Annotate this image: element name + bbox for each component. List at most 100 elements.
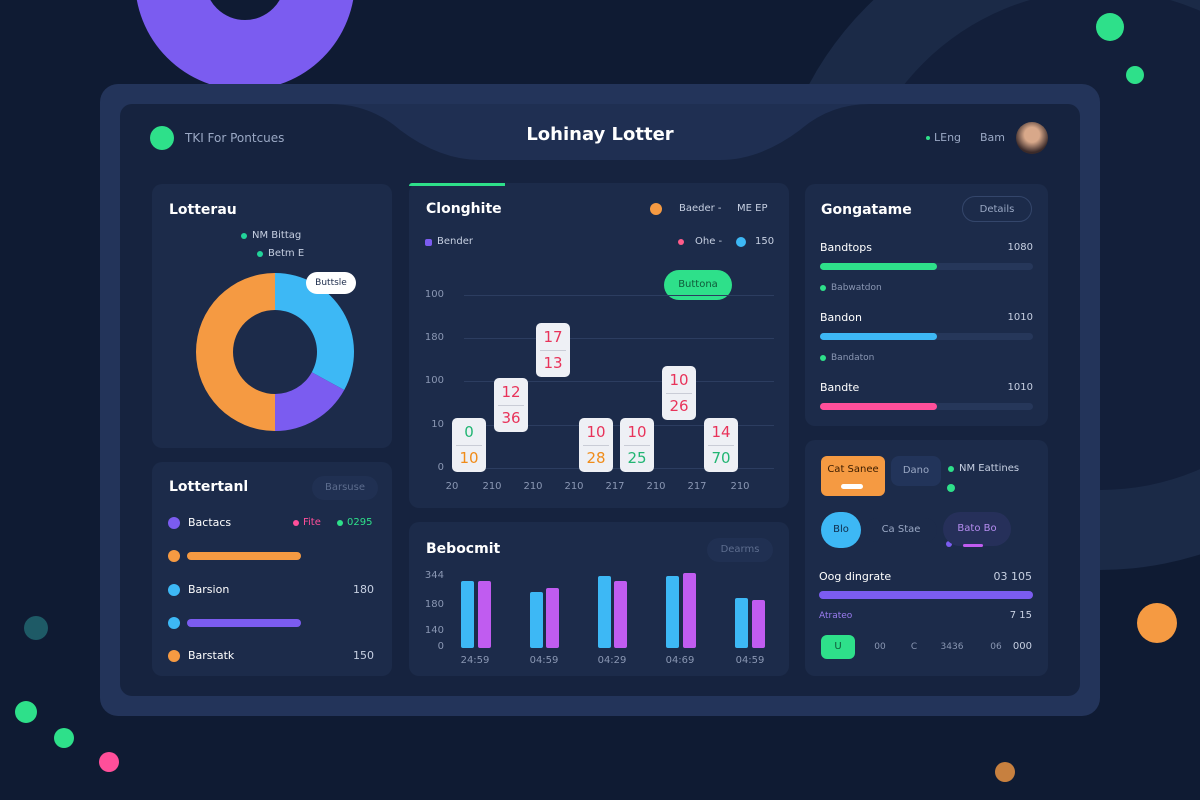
y-label: 180 <box>424 599 444 610</box>
status: NM Eattines <box>959 463 1020 474</box>
series-label: Bender <box>437 236 473 247</box>
row-value: 1010 <box>1007 382 1033 393</box>
language: LEng <box>934 131 962 144</box>
button[interactable]: Dano <box>891 456 941 486</box>
x-label: 04:59 <box>529 655 559 666</box>
button[interactable]: Details <box>962 196 1032 222</box>
y-label: 100 <box>424 289 444 300</box>
card-number: 10 <box>459 449 479 467</box>
app-title: Lohinay Lotter <box>526 124 674 145</box>
card-number: 10 <box>627 423 647 441</box>
dot <box>257 251 263 257</box>
row-value: 1010 <box>1007 312 1033 323</box>
row-note: Babwatdon <box>831 283 882 293</box>
number-card[interactable]: 10 25 <box>620 418 654 472</box>
card-number: 26 <box>669 397 689 415</box>
row-value: 180 <box>353 582 374 596</box>
panel-title: Lotterau <box>169 202 237 218</box>
dot <box>926 136 930 140</box>
cards-panel: Clonghite Baeder - ME EP Bender Ohe -150 Butt… <box>409 183 789 508</box>
pill[interactable]: 06 <box>990 642 1002 652</box>
pill[interactable]: 00 <box>874 642 886 652</box>
button[interactable]: Cat Sanee <box>821 456 885 496</box>
number-card[interactable]: 12 36 <box>494 378 528 432</box>
pill[interactable]: 3436 <box>940 642 964 652</box>
x-label: 217 <box>687 481 707 492</box>
dot <box>948 466 954 472</box>
dot <box>947 484 955 492</box>
bars-panel: Bebocmit Dearms 344 180 140 0 24:59 04:59 04:29 0… <box>409 522 789 676</box>
button[interactable]: Bato Bo <box>943 512 1011 546</box>
card-divider <box>624 445 650 446</box>
button[interactable]: U <box>821 635 855 659</box>
x-label: 210 <box>730 481 750 492</box>
button[interactable]: Barsuse <box>312 476 378 500</box>
chip-bar <box>963 544 983 547</box>
button[interactable]: Ca Stae <box>865 518 937 542</box>
bar <box>734 598 748 648</box>
card-number: 36 <box>501 409 521 427</box>
row-label: Bandte <box>820 381 860 394</box>
progress-fill <box>820 403 938 410</box>
bar <box>460 581 474 648</box>
controls-panel: Cat Sanee Dano NM Eattines Blo Ca Stae Bato B… <box>805 440 1048 676</box>
card-number: 12 <box>501 383 521 401</box>
legend-label: 0295 <box>347 517 373 528</box>
button[interactable]: Dearms <box>707 538 773 562</box>
goal-panel: Gongatame Details Bandtops 1080 Babwatdon Ban… <box>805 184 1048 426</box>
pill[interactable]: C <box>910 642 918 652</box>
card-number: 10 <box>586 423 606 441</box>
progress-fill <box>187 618 302 627</box>
x-label: 210 <box>482 481 502 492</box>
grid-line <box>464 425 774 426</box>
card-divider <box>540 350 566 351</box>
brand-name: TKI For Pontcues <box>185 131 285 145</box>
number-card[interactable]: 0 10 <box>452 418 486 472</box>
y-label: 10 <box>431 419 444 430</box>
number-card[interactable]: 10 26 <box>662 366 696 420</box>
legend-label: Fite <box>303 517 321 528</box>
card-divider <box>708 445 734 446</box>
card-divider <box>498 405 524 406</box>
row-label: Barsion <box>188 582 230 596</box>
dot <box>946 541 952 547</box>
progress-fill <box>820 263 938 270</box>
x-label: 210 <box>564 481 584 492</box>
tooltip: Buttsle <box>306 272 356 294</box>
x-label: 210 <box>523 481 543 492</box>
bar <box>682 573 696 648</box>
y-label: 180 <box>424 332 444 343</box>
dot <box>168 583 180 596</box>
card-number: 10 <box>669 371 689 389</box>
legend-label: Betm E <box>268 248 305 259</box>
progress-fill <box>820 333 938 340</box>
y-label: 344 <box>424 570 444 581</box>
avatar[interactable] <box>1016 122 1048 154</box>
card-number: 28 <box>586 449 606 467</box>
bar <box>597 576 611 648</box>
legend-label: Ohe - <box>695 236 723 247</box>
bar <box>529 592 543 648</box>
number-card[interactable]: 14 70 <box>704 418 738 472</box>
card-number: 25 <box>627 449 647 467</box>
card-divider <box>456 445 482 446</box>
number-card[interactable]: 17 13 <box>536 323 570 377</box>
bar <box>545 588 559 648</box>
card-divider <box>666 393 692 394</box>
y-label: 100 <box>424 375 444 386</box>
dot <box>293 520 299 526</box>
y-label: 140 <box>424 625 444 636</box>
brand-icon[interactable] <box>150 126 174 150</box>
dot <box>168 517 180 529</box>
filter: ME EP <box>737 203 768 214</box>
panel-title: Lottertanl <box>169 479 249 495</box>
x-label: 04:69 <box>665 655 695 666</box>
grid-line <box>464 381 774 382</box>
number-card[interactable]: 10 28 <box>579 418 613 472</box>
panel-title: Gongatame <box>821 202 912 218</box>
dot <box>820 355 826 361</box>
card-number: 0 <box>464 423 474 441</box>
button[interactable]: Blo <box>821 512 861 548</box>
dot <box>650 203 662 215</box>
